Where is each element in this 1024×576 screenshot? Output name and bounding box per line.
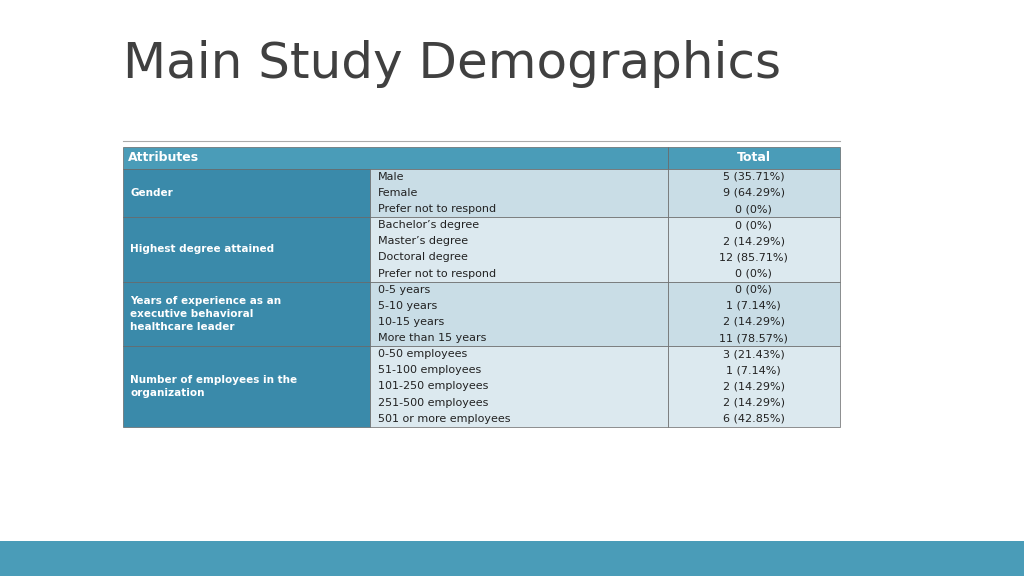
- Text: 2 (14.29%): 2 (14.29%): [723, 397, 784, 408]
- Text: 3 (21.43%): 3 (21.43%): [723, 349, 784, 359]
- Text: 11 (78.57%): 11 (78.57%): [719, 333, 788, 343]
- Bar: [0, 541, 1024, 576]
- Text: Number of employees in the: Number of employees in the: [130, 375, 297, 385]
- Bar: [123, 282, 370, 346]
- Text: Male: Male: [378, 172, 404, 182]
- Text: Master’s degree: Master’s degree: [378, 236, 469, 247]
- Text: 12 (85.71%): 12 (85.71%): [719, 252, 788, 263]
- Bar: [668, 346, 840, 427]
- Text: Gender: Gender: [130, 188, 173, 198]
- Text: Total: Total: [736, 151, 771, 164]
- Text: 2 (14.29%): 2 (14.29%): [723, 381, 784, 392]
- Bar: [123, 147, 668, 169]
- Text: 1 (7.14%): 1 (7.14%): [726, 301, 781, 311]
- Text: executive behavioral: executive behavioral: [130, 309, 253, 319]
- Text: Years of experience as an: Years of experience as an: [130, 296, 282, 306]
- Text: 1 (7.14%): 1 (7.14%): [726, 365, 781, 376]
- Text: Main Study Demographics: Main Study Demographics: [123, 40, 781, 88]
- Text: 5 (35.71%): 5 (35.71%): [723, 172, 784, 182]
- Text: Prefer not to respond: Prefer not to respond: [378, 268, 497, 279]
- Text: 10-15 years: 10-15 years: [378, 317, 444, 327]
- Text: 9 (64.29%): 9 (64.29%): [723, 188, 784, 198]
- Text: 251-500 employees: 251-500 employees: [378, 397, 488, 408]
- Text: Highest degree attained: Highest degree attained: [130, 244, 274, 255]
- Text: 0 (0%): 0 (0%): [735, 204, 772, 214]
- Bar: [123, 217, 370, 282]
- Bar: [123, 169, 370, 217]
- Bar: [123, 346, 370, 427]
- Bar: [668, 217, 840, 282]
- Text: 2 (14.29%): 2 (14.29%): [723, 236, 784, 247]
- Text: 0-5 years: 0-5 years: [378, 285, 431, 295]
- Text: 2 (14.29%): 2 (14.29%): [723, 317, 784, 327]
- Bar: [668, 169, 840, 217]
- Text: 101-250 employees: 101-250 employees: [378, 381, 488, 392]
- Text: 501 or more employees: 501 or more employees: [378, 414, 511, 424]
- Text: Bachelor’s degree: Bachelor’s degree: [378, 220, 479, 230]
- Text: organization: organization: [130, 388, 205, 398]
- Text: 0-50 employees: 0-50 employees: [378, 349, 468, 359]
- Bar: [668, 147, 840, 169]
- Text: More than 15 years: More than 15 years: [378, 333, 486, 343]
- Text: healthcare leader: healthcare leader: [130, 321, 234, 332]
- Bar: [370, 169, 668, 217]
- Bar: [668, 282, 840, 346]
- Text: 6 (42.85%): 6 (42.85%): [723, 414, 784, 424]
- Text: 5-10 years: 5-10 years: [378, 301, 437, 311]
- Bar: [370, 282, 668, 346]
- Text: 0 (0%): 0 (0%): [735, 220, 772, 230]
- Text: 0 (0%): 0 (0%): [735, 268, 772, 279]
- Text: Doctoral degree: Doctoral degree: [378, 252, 468, 263]
- Text: 0 (0%): 0 (0%): [735, 285, 772, 295]
- Bar: [370, 217, 668, 282]
- Bar: [370, 346, 668, 427]
- Text: Prefer not to respond: Prefer not to respond: [378, 204, 497, 214]
- Text: Female: Female: [378, 188, 419, 198]
- Text: Attributes: Attributes: [128, 151, 199, 164]
- Text: 51-100 employees: 51-100 employees: [378, 365, 481, 376]
